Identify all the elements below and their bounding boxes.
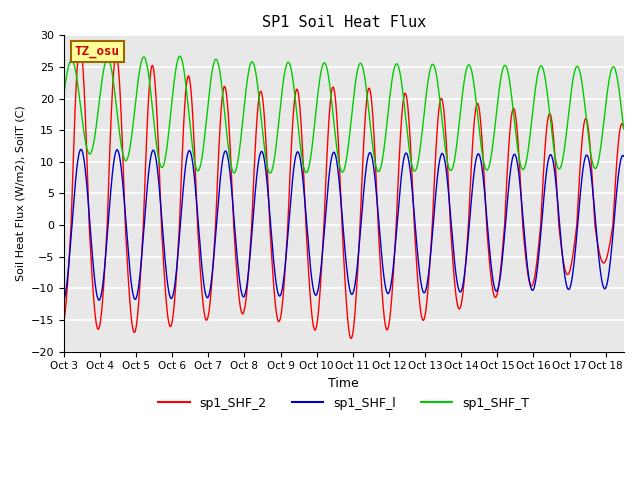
sp1_SHF_2 xyxy=(609,220,617,226)
Text: TZ_osu: TZ_osu xyxy=(75,45,120,58)
sp1_SHF_l xyxy=(124,246,132,252)
sp1_SHF_l xyxy=(300,179,307,185)
sp1_SHF_2 xyxy=(157,213,165,218)
sp1_SHF_2 xyxy=(348,336,355,341)
sp1_SHF_l xyxy=(60,297,68,303)
sp1_SHF_2 xyxy=(76,43,84,49)
Title: SP1 Soil Heat Flux: SP1 Soil Heat Flux xyxy=(262,15,426,30)
sp1_SHF_l xyxy=(549,157,557,163)
sp1_SHF_T xyxy=(124,155,131,161)
sp1_SHF_2 xyxy=(299,156,307,161)
sp1_SHF_2 xyxy=(60,319,68,324)
sp1_SHF_l xyxy=(77,146,84,152)
sp1_SHF_T xyxy=(60,92,68,98)
sp1_SHF_l xyxy=(157,209,165,215)
Legend: sp1_SHF_2, sp1_SHF_l, sp1_SHF_T: sp1_SHF_2, sp1_SHF_l, sp1_SHF_T xyxy=(154,392,534,415)
sp1_SHF_2 xyxy=(124,268,132,274)
sp1_SHF_T xyxy=(549,137,557,143)
Y-axis label: Soil Heat Flux (W/m2), SoilT (C): Soil Heat Flux (W/m2), SoilT (C) xyxy=(15,106,25,281)
sp1_SHF_T xyxy=(176,53,184,59)
sp1_SHF_T xyxy=(157,164,164,169)
Line: sp1_SHF_2: sp1_SHF_2 xyxy=(64,46,624,338)
sp1_SHF_T xyxy=(300,162,307,168)
sp1_SHF_2 xyxy=(549,126,557,132)
sp1_SHF_l xyxy=(95,297,103,303)
sp1_SHF_l xyxy=(609,230,617,236)
Line: sp1_SHF_T: sp1_SHF_T xyxy=(64,56,624,173)
Line: sp1_SHF_l: sp1_SHF_l xyxy=(64,149,624,300)
X-axis label: Time: Time xyxy=(328,377,359,390)
sp1_SHF_l xyxy=(275,292,283,298)
sp1_SHF_T xyxy=(266,170,274,176)
sp1_SHF_T xyxy=(620,126,628,132)
sp1_SHF_T xyxy=(609,64,617,70)
sp1_SHF_2 xyxy=(620,125,628,131)
sp1_SHF_T xyxy=(275,118,283,124)
sp1_SHF_2 xyxy=(275,319,282,324)
sp1_SHF_l xyxy=(620,154,628,159)
